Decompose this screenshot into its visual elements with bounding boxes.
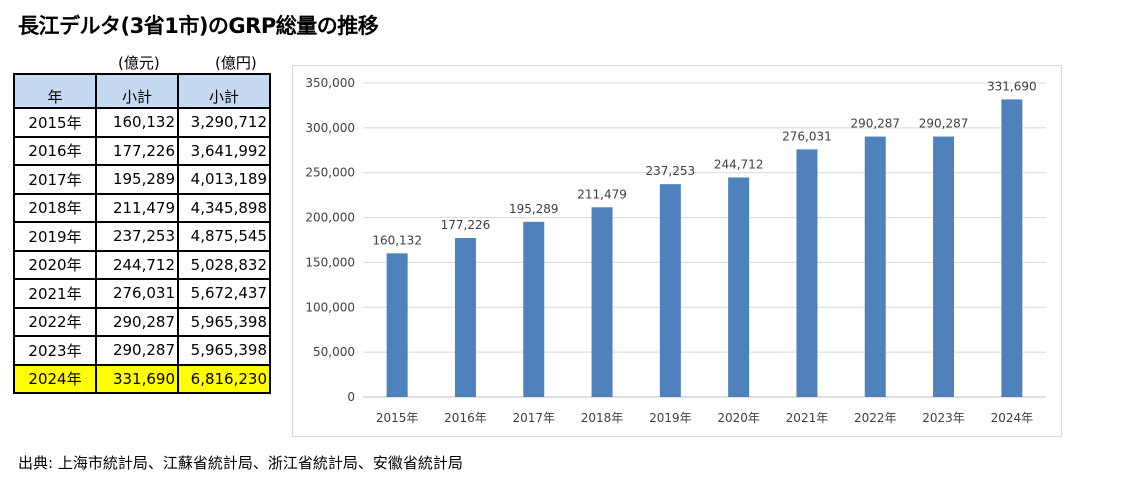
data-label: 331,690 <box>987 79 1037 93</box>
bar-chart: 0 50,000 100,000 150,000 200,000 250,000 300,0… <box>292 65 1062 437</box>
source-note: 出典: 上海市統計局、江蘇省統計局、浙江省統計局、安徽省統計局 <box>18 454 463 472</box>
table-row: 2019年 237,253 4,875,545 <box>13 221 271 252</box>
cell-year: 2022年 <box>13 306 97 337</box>
cell-subtotal-yuan: 331,690 <box>95 363 179 394</box>
cell-subtotal-yuan: 160,132 <box>95 107 179 138</box>
data-label: 290,287 <box>919 117 969 131</box>
y-tick-label: 0 <box>347 390 355 404</box>
data-label: 195,289 <box>509 202 559 216</box>
bar <box>796 149 818 397</box>
x-tick-label: 2018年 <box>581 411 624 425</box>
table-row: 2022年 290,287 5,965,398 <box>13 306 271 337</box>
cell-subtotal-yen: 3,290,712 <box>177 107 271 138</box>
cell-subtotal-yen: 3,641,992 <box>177 135 271 166</box>
x-tick-label: 2016年 <box>444 411 487 425</box>
cell-subtotal-yen: 6,816,230 <box>177 363 271 394</box>
bar <box>659 184 681 397</box>
cell-subtotal-yen: 5,965,398 <box>177 335 271 366</box>
cell-year: 2023年 <box>13 335 97 366</box>
x-tick-label: 2017年 <box>512 411 555 425</box>
cell-year: 2024年 <box>13 363 97 394</box>
header-subtotal-yuan: 小計 <box>95 73 179 109</box>
bar <box>933 136 955 397</box>
cell-subtotal-yuan: 195,289 <box>95 164 179 195</box>
cell-year: 2021年 <box>13 278 97 309</box>
cell-year: 2016年 <box>13 135 97 166</box>
table-row: 2016年 177,226 3,641,992 <box>13 135 271 166</box>
unit-label-yen: (億円) <box>215 54 257 72</box>
x-tick-label: 2019年 <box>649 411 692 425</box>
cell-subtotal-yuan: 290,287 <box>95 335 179 366</box>
table-row: 2020年 244,712 5,028,832 <box>13 249 271 280</box>
data-label: 276,031 <box>782 129 832 143</box>
y-tick-label: 300,000 <box>305 121 355 135</box>
y-tick-label: 200,000 <box>305 211 355 225</box>
bar <box>591 207 613 397</box>
header-year: 年 <box>13 73 97 109</box>
x-tick-label: 2020年 <box>717 411 760 425</box>
cell-subtotal-yen: 5,672,437 <box>177 278 271 309</box>
cell-subtotal-yuan: 290,287 <box>95 306 179 337</box>
cell-year: 2017年 <box>13 164 97 195</box>
x-tick-label: 2022年 <box>854 411 897 425</box>
bar <box>728 177 750 397</box>
table-row: 2023年 290,287 5,965,398 <box>13 335 271 366</box>
bar <box>1001 99 1023 397</box>
cell-subtotal-yuan: 276,031 <box>95 278 179 309</box>
y-tick-label: 250,000 <box>305 166 355 180</box>
cell-subtotal-yen: 4,875,545 <box>177 221 271 252</box>
data-label: 177,226 <box>441 218 491 232</box>
data-label: 244,712 <box>714 157 764 171</box>
data-label: 237,253 <box>646 164 696 178</box>
bar <box>523 221 545 397</box>
table-row: 2017年 195,289 4,013,189 <box>13 164 271 195</box>
bar <box>386 253 408 397</box>
cell-subtotal-yuan: 211,479 <box>95 192 179 223</box>
y-tick-label: 150,000 <box>305 255 355 269</box>
cell-year: 2020年 <box>13 249 97 280</box>
table-row: 2018年 211,479 4,345,898 <box>13 192 271 223</box>
cell-year: 2015年 <box>13 107 97 138</box>
x-tick-label: 2023年 <box>922 411 965 425</box>
header-subtotal-yen: 小計 <box>177 73 271 109</box>
data-label: 160,132 <box>372 233 422 247</box>
table-header-row: 年 小計 小計 <box>13 73 271 109</box>
bar <box>454 238 476 397</box>
cell-year: 2018年 <box>13 192 97 223</box>
data-table: 年 小計 小計 2015年 160,132 3,290,712 2016年 177,22… <box>13 73 271 394</box>
bar <box>864 136 886 397</box>
y-tick-label: 350,000 <box>305 76 355 90</box>
cell-subtotal-yen: 4,013,189 <box>177 164 271 195</box>
y-tick-label: 50,000 <box>313 345 355 359</box>
cell-year: 2019年 <box>13 221 97 252</box>
chart-svg: 0 50,000 100,000 150,000 200,000 250,000 300,0… <box>305 76 1046 425</box>
data-label: 211,479 <box>577 187 627 201</box>
data-label: 290,287 <box>850 117 900 131</box>
unit-label-yuan: (億元) <box>118 54 160 72</box>
x-tick-label: 2021年 <box>786 411 829 425</box>
table-row: 2015年 160,132 3,290,712 <box>13 107 271 138</box>
y-tick-label: 100,000 <box>305 300 355 314</box>
cell-subtotal-yen: 4,345,898 <box>177 192 271 223</box>
x-tick-label: 2015年 <box>376 411 419 425</box>
page-title: 長江デルタ(3省1市)のGRP総量の推移 <box>18 14 379 38</box>
x-tick-label: 2024年 <box>991 411 1034 425</box>
table-row: 2021年 276,031 5,672,437 <box>13 278 271 309</box>
table-row: 2024年 331,690 6,816,230 <box>13 363 271 394</box>
cell-subtotal-yen: 5,965,398 <box>177 306 271 337</box>
cell-subtotal-yuan: 244,712 <box>95 249 179 280</box>
cell-subtotal-yen: 5,028,832 <box>177 249 271 280</box>
cell-subtotal-yuan: 237,253 <box>95 221 179 252</box>
cell-subtotal-yuan: 177,226 <box>95 135 179 166</box>
